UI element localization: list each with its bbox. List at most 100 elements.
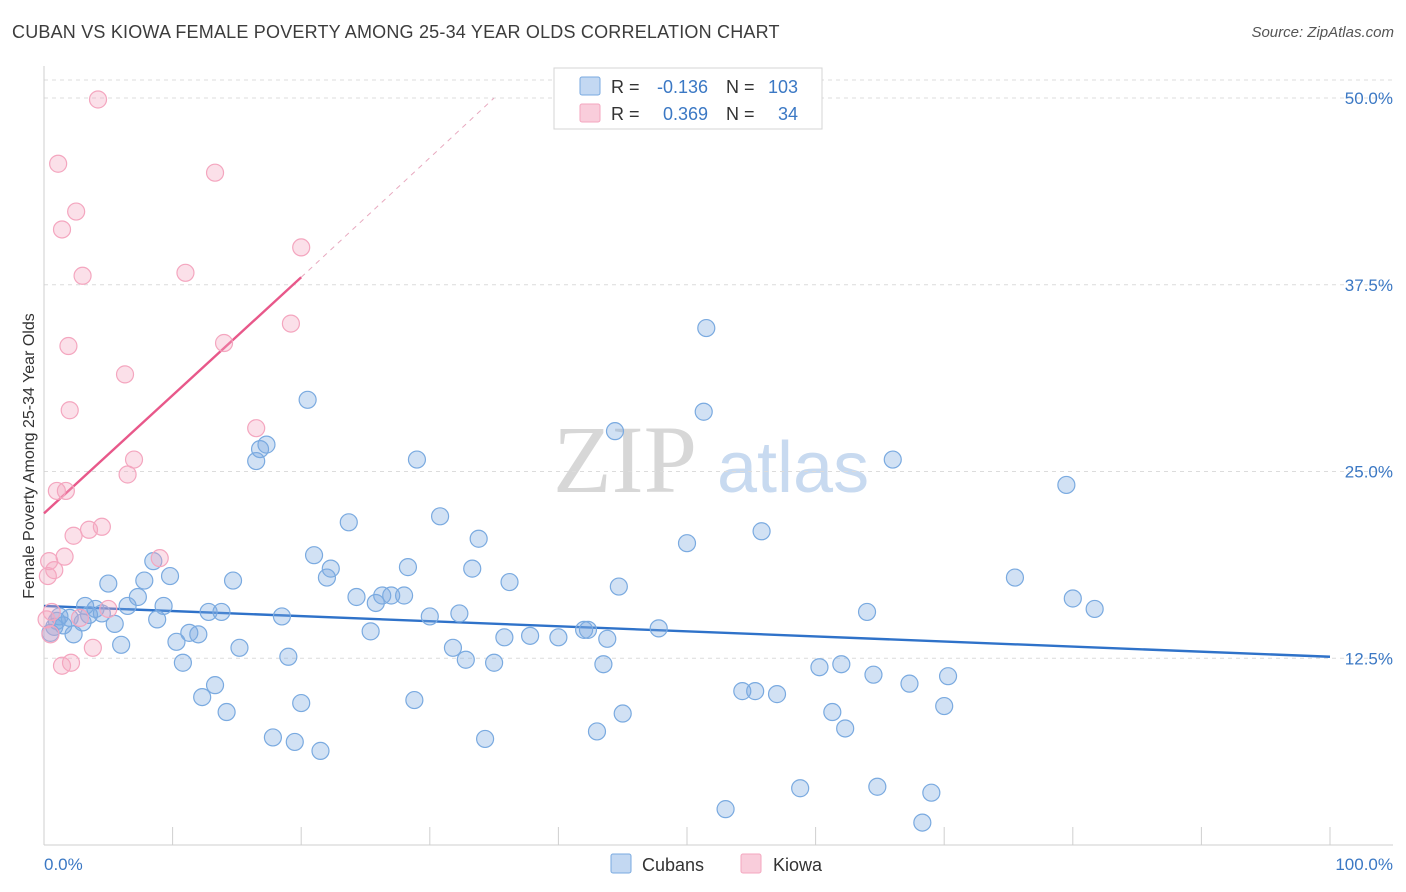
bottom-legend-swatch-cubans bbox=[610, 853, 632, 874]
cubans-point bbox=[900, 674, 919, 693]
kiowa-point bbox=[49, 154, 68, 173]
cubans-point bbox=[298, 390, 317, 409]
cubans-point bbox=[810, 658, 829, 677]
cubans-point bbox=[173, 653, 192, 672]
cubans-point bbox=[857, 602, 877, 622]
cubans-point bbox=[913, 813, 932, 832]
cubans-point bbox=[279, 647, 298, 666]
cubans-point bbox=[836, 719, 855, 738]
cubans-point bbox=[469, 529, 488, 548]
cubans-point bbox=[485, 653, 504, 672]
legend-n-value-1: 103 bbox=[768, 77, 798, 97]
cubans-point bbox=[317, 568, 337, 587]
kiowa-point bbox=[247, 419, 266, 438]
cubans-point bbox=[118, 596, 137, 616]
kiowa-point bbox=[52, 220, 72, 239]
cubans-point bbox=[160, 566, 180, 586]
cubans-point bbox=[598, 629, 617, 648]
cubans-point bbox=[500, 572, 519, 592]
cubans-point bbox=[677, 534, 697, 553]
cubans-point bbox=[285, 732, 304, 752]
cubans-point bbox=[613, 704, 632, 723]
cubans-point bbox=[767, 685, 787, 704]
cubans-point bbox=[347, 587, 366, 607]
cubans-point bbox=[868, 777, 887, 796]
cubans-point bbox=[180, 623, 199, 642]
cubans-point bbox=[112, 635, 131, 654]
cubans-point bbox=[605, 422, 625, 441]
cubans-point bbox=[199, 602, 218, 622]
cubans-point bbox=[394, 586, 414, 605]
cubans-point bbox=[697, 318, 716, 338]
cubans-point bbox=[257, 435, 276, 454]
x-tick-min: 0.0% bbox=[44, 855, 83, 874]
cubans-point bbox=[716, 800, 735, 819]
cubans-point bbox=[456, 650, 475, 669]
legend-n-label-2: N = bbox=[726, 104, 755, 124]
bottom-legend: Cubans Kiowa bbox=[610, 853, 823, 875]
cubans-point bbox=[361, 622, 380, 641]
kiowa-point bbox=[214, 333, 234, 353]
legend-r-value-2: 0.369 bbox=[663, 104, 708, 124]
trend-lines bbox=[43, 97, 1331, 658]
cubans-point bbox=[791, 779, 810, 798]
bottom-legend-label-kiowa: Kiowa bbox=[773, 855, 823, 875]
kiowa-point bbox=[176, 263, 195, 282]
cubans-point bbox=[475, 729, 495, 749]
legend-r-label-2: R = bbox=[611, 104, 640, 124]
cubans-point bbox=[832, 655, 851, 674]
cubans-point bbox=[105, 614, 124, 633]
cubans-point bbox=[549, 628, 568, 647]
cubans-point bbox=[1005, 568, 1025, 587]
cubans-point bbox=[263, 728, 283, 747]
cubans-point bbox=[247, 451, 266, 471]
kiowa-point bbox=[70, 608, 90, 628]
cubans-point bbox=[304, 546, 324, 565]
cubans-point bbox=[167, 632, 186, 651]
cubans-point bbox=[382, 586, 401, 605]
cubans-point bbox=[272, 607, 292, 626]
kiowa-point bbox=[83, 638, 102, 657]
cubans-point bbox=[938, 667, 958, 686]
cubans-point bbox=[649, 619, 668, 638]
cubans-trend-line bbox=[43, 604, 1331, 658]
y-tick-label: 12.5% bbox=[1345, 649, 1393, 668]
cubans-point bbox=[733, 682, 752, 701]
cubans-point bbox=[746, 682, 765, 701]
kiowa-point bbox=[42, 602, 61, 622]
kiowa-point bbox=[88, 90, 108, 109]
legend-n-label-1: N = bbox=[726, 77, 755, 97]
kiowa-point bbox=[205, 163, 225, 182]
kiowa-point bbox=[41, 625, 60, 644]
cubans-point bbox=[864, 665, 883, 684]
cubans-point bbox=[405, 690, 424, 710]
kiowa-point bbox=[292, 238, 311, 257]
chart-title: CUBAN VS KIOWA FEMALE POVERTY AMONG 25-3… bbox=[12, 22, 780, 42]
cubans-point bbox=[463, 559, 482, 578]
y-tick-label: 50.0% bbox=[1345, 89, 1393, 108]
kiowa-point bbox=[150, 549, 169, 568]
cubans-point bbox=[430, 507, 450, 526]
cubans-point bbox=[752, 522, 771, 541]
cubans-point bbox=[883, 450, 902, 469]
cubans-point bbox=[193, 687, 212, 707]
cubans-point bbox=[450, 604, 469, 623]
cubans-point bbox=[154, 596, 173, 616]
legend-r-label-1: R = bbox=[611, 77, 640, 97]
cubans-point bbox=[935, 696, 954, 716]
cubans-point bbox=[230, 638, 249, 657]
y-tick-label: 25.0% bbox=[1345, 463, 1393, 482]
cubans-point bbox=[1063, 589, 1082, 608]
data-points bbox=[37, 90, 1104, 832]
kiowa-point bbox=[55, 547, 74, 566]
cubans-point bbox=[443, 638, 463, 657]
kiowa-point bbox=[99, 599, 118, 619]
cubans-point bbox=[609, 577, 628, 596]
bottom-legend-swatch-kiowa bbox=[740, 853, 762, 874]
cubans-point bbox=[823, 702, 842, 722]
cubans-point bbox=[495, 628, 514, 647]
cubans-point bbox=[205, 676, 225, 695]
cubans-point bbox=[694, 402, 713, 421]
cubans-point bbox=[339, 513, 358, 532]
